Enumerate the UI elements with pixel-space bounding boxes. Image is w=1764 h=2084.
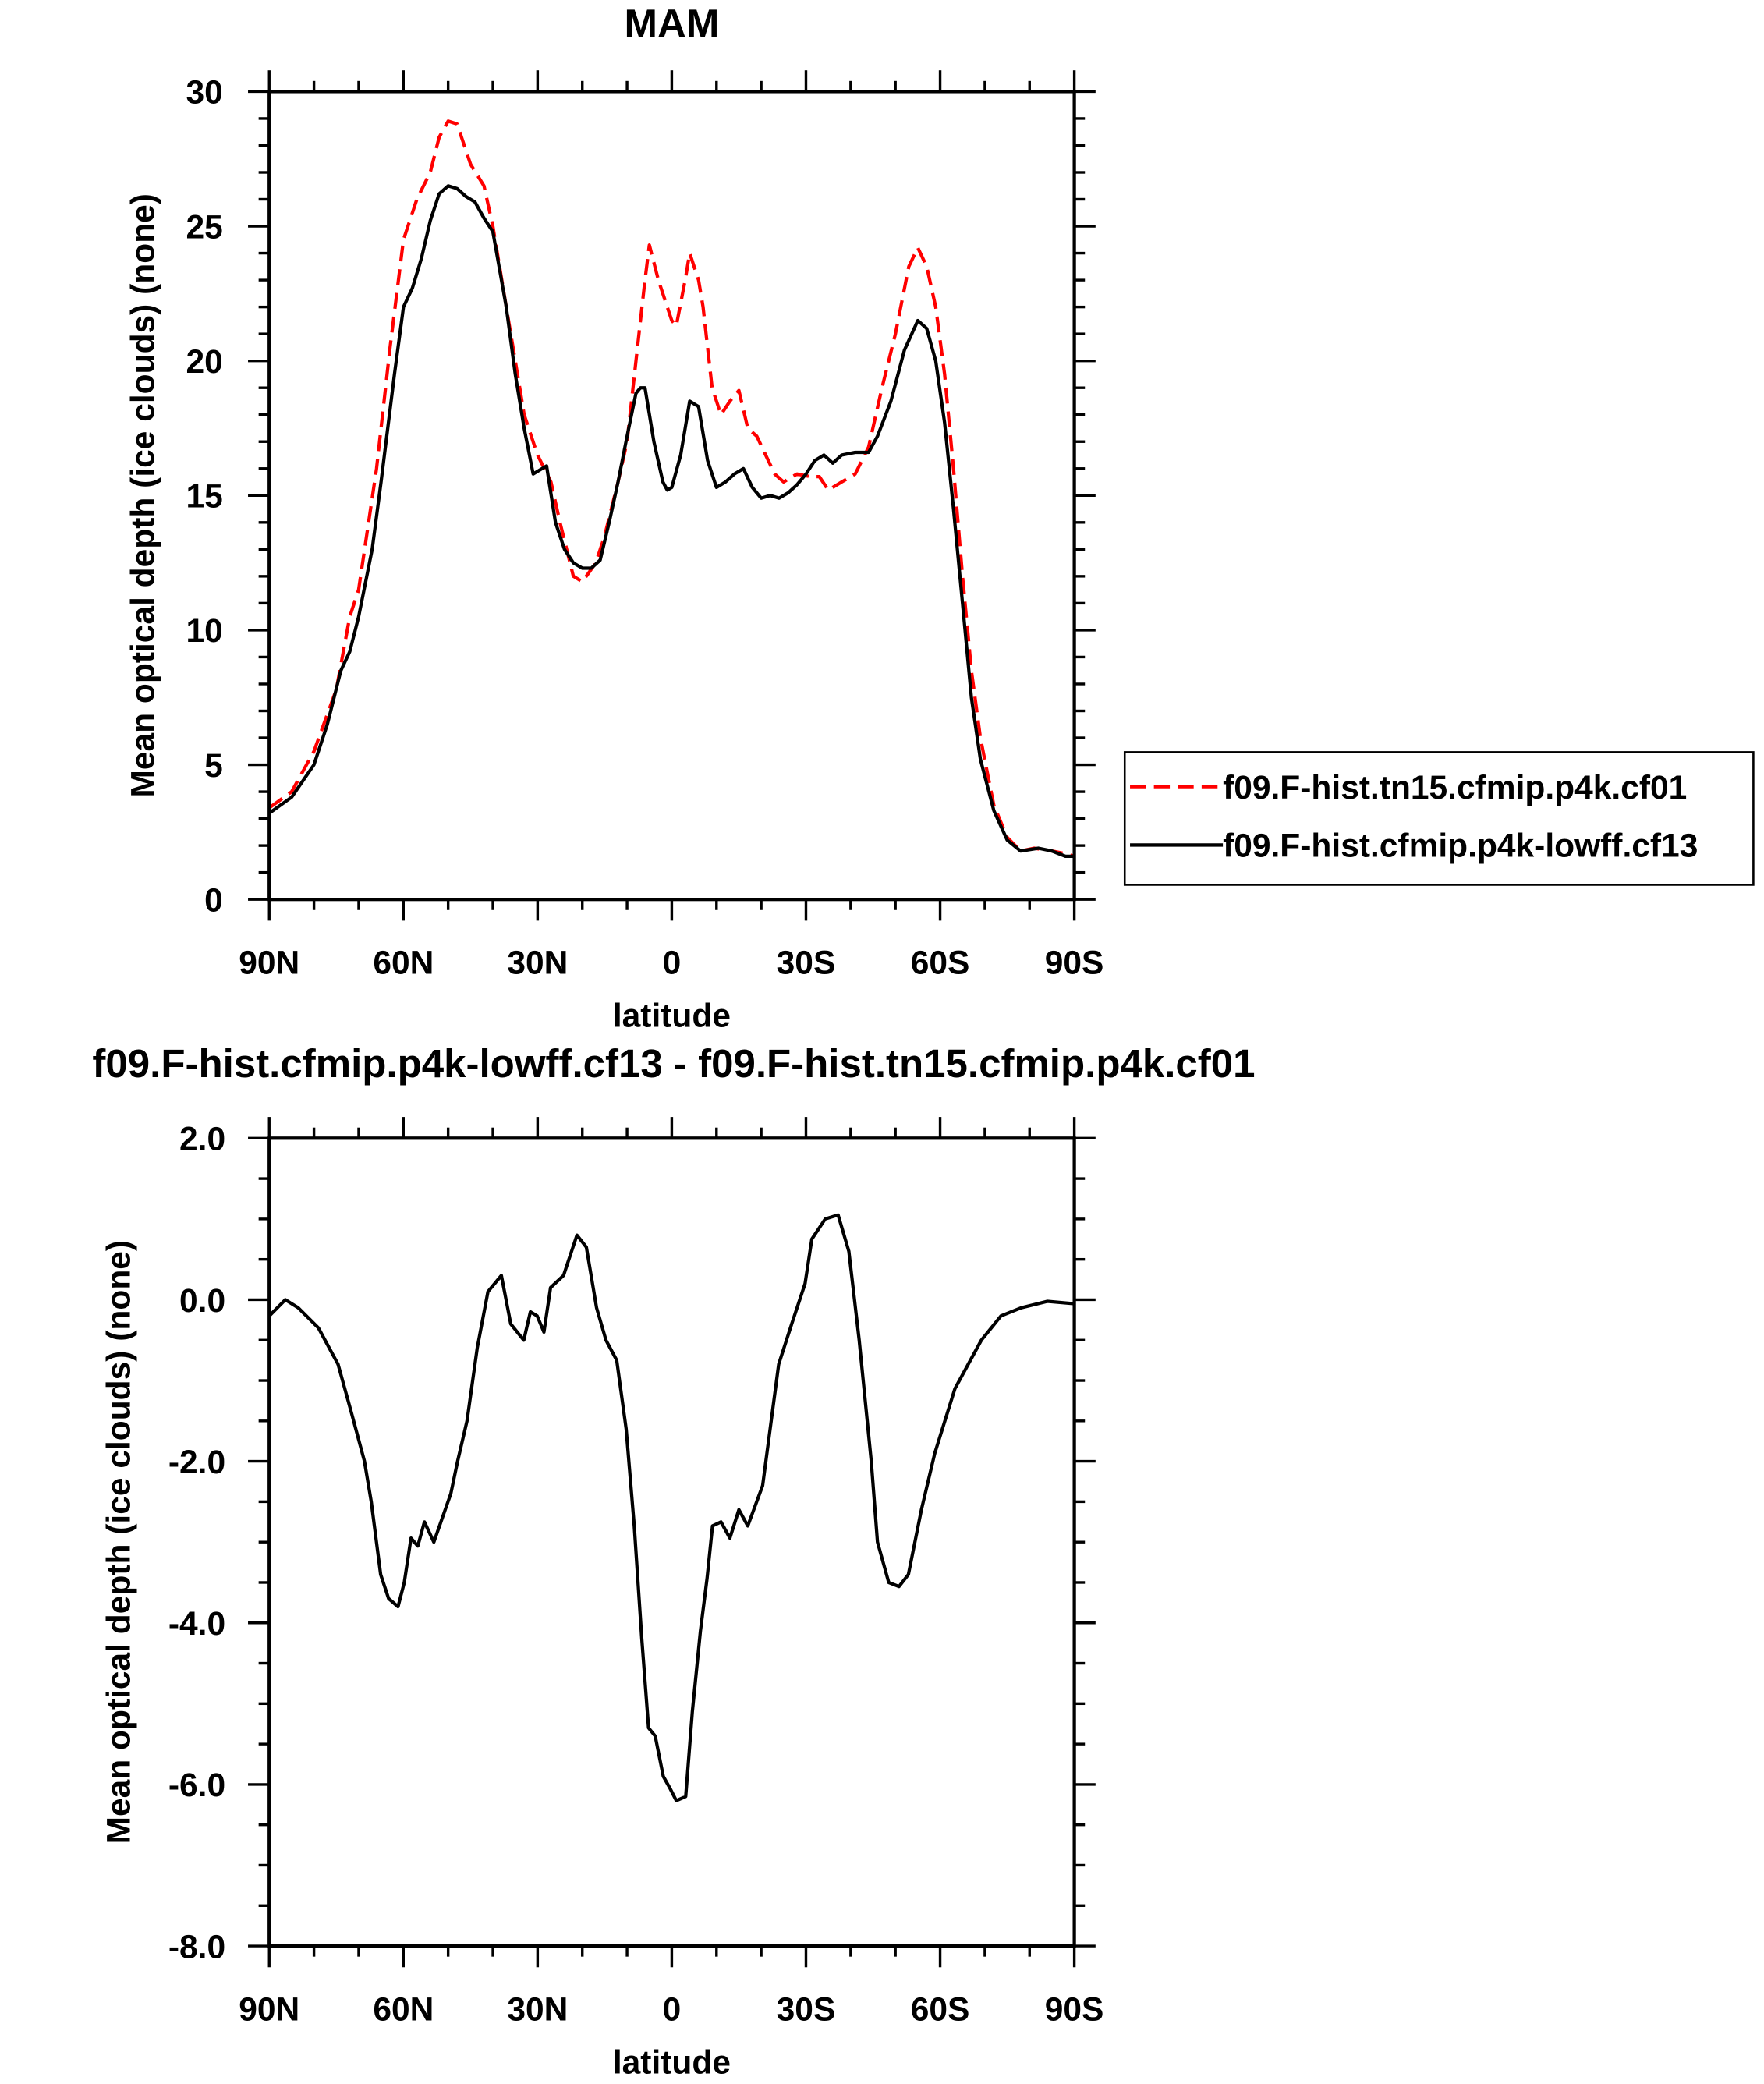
x-tick-label: 90S [1045, 1991, 1104, 2028]
chart-title: MAM [625, 2, 720, 46]
x-tick-label: 0 [663, 945, 682, 981]
y-tick-label: 0.0 [179, 1283, 225, 1320]
x-tick-label: 90N [239, 1991, 299, 2028]
y-tick-label: 10 [186, 613, 222, 650]
y-axis-label: Mean optical depth (ice clouds) (none) [101, 1240, 138, 1844]
y-tick-label: 25 [186, 209, 222, 246]
y-tick-label: 5 [204, 748, 223, 785]
series-line-0 [268, 119, 1075, 858]
y-tick-label: 15 [186, 479, 222, 516]
y-axis-label: Mean optical depth (ice clouds) (none) [125, 193, 161, 797]
x-tick-label: 30S [777, 945, 836, 981]
plot-frame [267, 1136, 1076, 1948]
x-tick-label: 0 [663, 1991, 682, 2028]
y-tick-label: 30 [186, 75, 222, 112]
x-axis-label: latitude [613, 998, 731, 1034]
x-tick-label: 60S [911, 1991, 970, 2028]
legend-label-cf01: f09.F-hist.tn15.cfmip.p4k.cf01 [1223, 770, 1687, 806]
chart-title: f09.F-hist.cfmip.p4k-lowff.cf13 - f09.F-… [92, 1041, 1255, 1086]
legend-box [1123, 751, 1755, 886]
x-tick-label: 60S [911, 945, 970, 981]
x-axis-label: latitude [613, 2044, 731, 2081]
y-tick-label: 20 [186, 344, 222, 381]
x-tick-label: 30N [507, 945, 568, 981]
x-tick-label: 30N [507, 1991, 568, 2028]
x-tick-label: 60N [373, 1991, 434, 2028]
y-tick-label: -4.0 [168, 1606, 225, 1643]
x-tick-label: 90S [1045, 945, 1104, 981]
bottom-panel: f09.F-hist.cfmip.p4k-lowff.cf13 - f09.F-… [92, 1041, 1255, 2081]
y-tick-label: -2.0 [168, 1444, 225, 1481]
y-tick-label: 2.0 [179, 1122, 225, 1158]
x-tick-label: 90N [239, 945, 299, 981]
top-panel: MAM 90N 60N 30N 0 30S 60S 90S 0 5 10 15 20 25 30 latitu… [125, 2, 1103, 1035]
x-tick-label: 60N [373, 945, 434, 981]
y-tick-label: 0 [204, 882, 223, 919]
series-line-1 [268, 184, 1075, 859]
legend-label-cf13: f09.F-hist.cfmip.p4k-lowff.cf13 [1223, 828, 1698, 865]
y-tick-label: -8.0 [168, 1929, 225, 1965]
legend: f09.F-hist.tn15.cfmip.p4k.cf01 f09.F-his… [1123, 751, 1755, 886]
x-tick-label: 30S [777, 1991, 836, 2028]
series-line-0 [267, 1213, 1075, 1802]
y-tick-label: -6.0 [168, 1767, 225, 1804]
